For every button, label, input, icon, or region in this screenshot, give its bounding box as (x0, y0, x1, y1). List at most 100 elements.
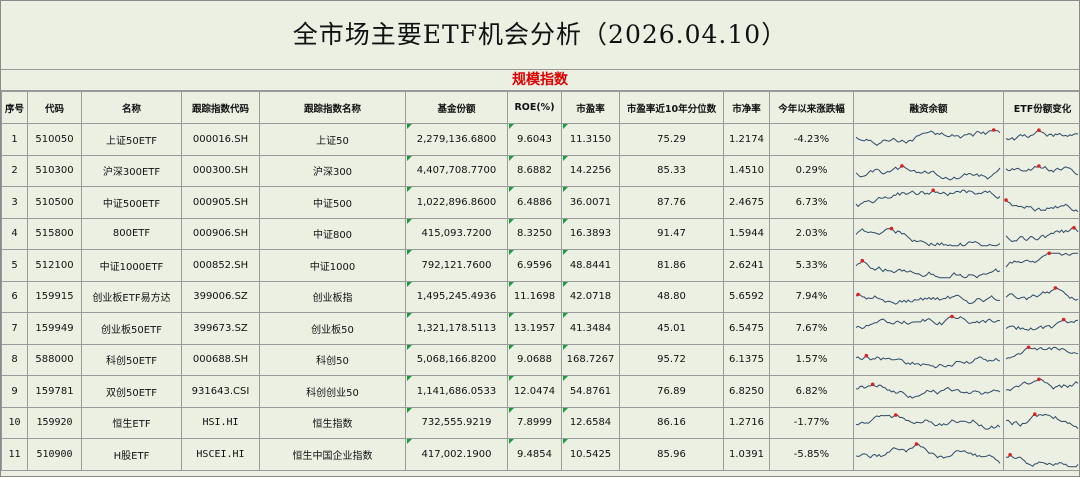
fund-code: 512100 (27, 249, 82, 282)
sparkline-chart (855, 164, 1001, 181)
table-row: 5 512100 中证1000ETF 000852.SH 中证1000 792,121.7… (1, 249, 1080, 282)
cell-marker (509, 218, 514, 224)
table-row: 9 159781 双创50ETF 931643.CSI 科创创业50 1,141,686.… (1, 375, 1080, 408)
index-code: 399006.SZ (181, 280, 260, 313)
pe-percentile: 76.89 (619, 375, 724, 408)
cell-text: 7.8999 (517, 417, 552, 429)
fund-shares: 415,093.7200 (405, 217, 508, 250)
sparkline-peak-dot (893, 413, 898, 418)
pe-percentile: 91.47 (619, 217, 724, 250)
cell-marker (407, 313, 412, 318)
pe-value: 16.3893 (561, 217, 620, 250)
fund-name: 中证1000ETF (81, 249, 182, 282)
cell-text: 54.8761 (569, 385, 612, 397)
cell-marker (407, 439, 412, 444)
index-code: 931643.CSI (181, 375, 260, 408)
index-name: 恒生中国企业指数 (259, 438, 406, 471)
share-change-sparkline (1003, 154, 1080, 187)
sparkline-peak-dot (931, 188, 935, 192)
pe-percentile: 48.80 (619, 280, 724, 313)
ytd-change: -5.85% (769, 438, 854, 471)
pb-value: 1.2174 (723, 123, 770, 156)
cell-text: 12.6584 (569, 417, 612, 429)
pb-value: 2.4675 (723, 186, 770, 219)
cell-text: 11.3150 (569, 133, 612, 145)
sparkline-chart (1005, 128, 1079, 141)
sparkline-chart (855, 382, 1001, 399)
sparkline-chart (1005, 317, 1079, 331)
cell-marker (509, 313, 514, 318)
margin-balance-sparkline (853, 186, 1004, 219)
sparkline-path (1005, 318, 1079, 331)
cell-marker (407, 281, 412, 287)
fund-shares: 5,068,166.8200 (405, 343, 508, 376)
cell-marker (509, 187, 514, 192)
pe-value: 54.8761 (561, 375, 620, 408)
cell-text: 48.8441 (569, 259, 612, 271)
cell-marker (509, 344, 514, 350)
ytd-change: 5.33% (769, 249, 854, 282)
ytd-change: -1.77% (769, 406, 854, 439)
ytd-change: 0.29% (769, 154, 854, 187)
ytd-change: 6.73% (769, 186, 854, 219)
sparkline-peak-dot (1037, 377, 1041, 381)
cell-marker (407, 250, 412, 255)
cell-marker (563, 313, 568, 318)
sparkline-chart (855, 442, 1001, 464)
sparkline-chart (855, 227, 1001, 247)
row-no: 4 (1, 217, 28, 250)
col-header-index-name: 跟踪指数名称 (259, 91, 406, 124)
fund-name: 中证500ETF (81, 186, 182, 219)
cell-text: 415,093.7200 (421, 228, 492, 240)
cell-marker (509, 407, 514, 413)
cell-text: 1,141,686.0533 (416, 385, 497, 397)
fund-code: 510300 (27, 154, 82, 187)
roe-value: 12.0474 (507, 375, 562, 408)
cell-marker (563, 187, 568, 192)
index-code: 000905.SH (181, 186, 260, 219)
fund-code: 159915 (27, 280, 82, 313)
cell-marker (407, 187, 412, 192)
cell-text: 168.7267 (566, 354, 615, 366)
table-row: 1 510050 上证50ETF 000016.SH 上证50 2,279,136.680… (1, 123, 1080, 156)
sparkline-chart (1005, 452, 1079, 467)
sparkline-chart (1004, 198, 1079, 212)
cell-marker (563, 376, 568, 381)
margin-balance-sparkline (853, 375, 1004, 408)
sparkline-peak-dot (889, 227, 894, 231)
share-change-sparkline (1003, 406, 1080, 439)
sparkline-path (1005, 378, 1079, 391)
pe-percentile: 81.86 (619, 249, 724, 282)
sparkline-path (855, 414, 1001, 430)
sparkline-path (1005, 227, 1079, 243)
index-name: 科创50 (259, 343, 406, 376)
cell-marker (509, 124, 514, 129)
ytd-change: 6.82% (769, 375, 854, 408)
pe-value: 48.8441 (561, 249, 620, 282)
fund-shares: 732,555.9219 (405, 406, 508, 439)
sparkline-chart (1005, 164, 1079, 176)
cell-marker (563, 250, 568, 255)
margin-balance-sparkline (853, 249, 1004, 282)
cell-text: 417,002.1900 (421, 448, 492, 460)
roe-value: 9.0688 (507, 343, 562, 376)
col-header-name: 名称 (81, 91, 182, 124)
pe-value: 41.3484 (561, 312, 620, 345)
pb-value: 6.5475 (723, 312, 770, 345)
table-row: 6 159915 创业板ETF易方达 399006.SZ 创业板指 1,495,245.4… (1, 280, 1080, 313)
fund-shares: 1,022,896.8600 (405, 186, 508, 219)
sparkline-chart (1005, 251, 1078, 268)
report-title: 全市场主要ETF机会分析（2026.04.10） (1, 1, 1079, 70)
sparkline-peak-dot (870, 382, 875, 386)
fund-shares: 417,002.1900 (405, 438, 508, 471)
share-change-sparkline (1003, 249, 1080, 282)
table-body: 1 510050 上证50ETF 000016.SH 上证50 2,279,136.680… (1, 123, 1080, 471)
index-name: 科创创业50 (259, 375, 406, 408)
margin-balance-sparkline (853, 217, 1004, 250)
index-name: 恒生指数 (259, 406, 406, 439)
ytd-change: 1.57% (769, 343, 854, 376)
cell-marker (563, 344, 568, 350)
sparkline-peak-dot (1004, 198, 1008, 202)
fund-shares: 792,121.7600 (405, 249, 508, 282)
